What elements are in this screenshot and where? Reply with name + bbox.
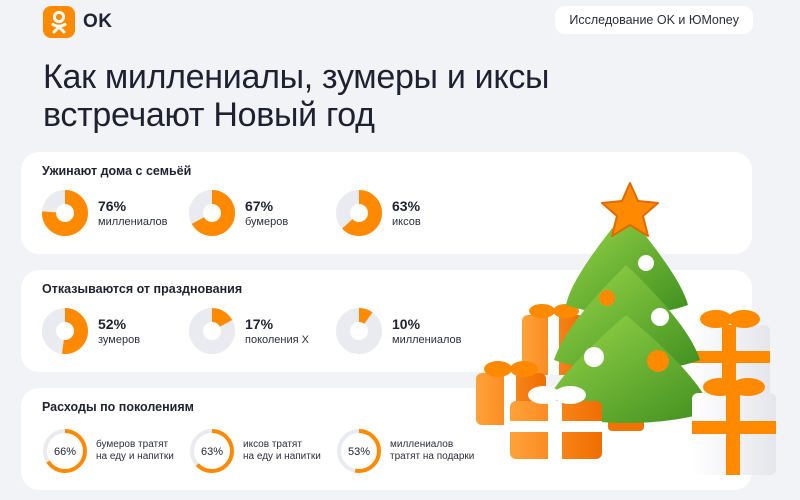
ok-logo-icon: [43, 6, 75, 38]
ok-logo[interactable]: OK: [43, 6, 113, 38]
ornament-icon: [599, 290, 615, 306]
percent-ring: 66%: [43, 429, 87, 473]
stat-item: 67% бумеров: [189, 190, 288, 236]
research-badge: Исследование OK и ЮMoney: [555, 6, 753, 34]
ring-percent-label: 63%: [201, 446, 223, 458]
percent-ring: 63%: [190, 429, 234, 473]
ring-fill: [336, 190, 382, 236]
ring-percent-label: 53%: [348, 446, 370, 458]
stat-label: миллениалов: [392, 333, 462, 346]
stat-value: 52%: [98, 315, 127, 332]
stat-value: 17%: [245, 315, 274, 332]
card-title: Ужинают дома с семьёй: [42, 164, 192, 178]
star-icon: [601, 182, 659, 237]
ring-fill: [336, 308, 382, 354]
ok-logo-text: OK: [83, 11, 113, 32]
stat-value: 63%: [392, 197, 421, 214]
ring-percent-label: 66%: [54, 446, 76, 458]
card-title: Расходы по поколениям: [42, 400, 194, 414]
spend-label-line-2: тратят на подарки: [390, 451, 475, 462]
stat-value: 10%: [392, 315, 421, 332]
spend-label-line-2: на еду и напитки: [96, 451, 174, 462]
stat-label: иксов: [392, 215, 421, 228]
title-line-1: Как миллениалы, зумеры и иксы: [43, 58, 550, 96]
ornament-icon: [638, 255, 654, 271]
stat-item: 63% иксов: [336, 190, 421, 236]
stat-label: миллениалов: [98, 215, 168, 228]
spend-label-line-1: миллениалов: [390, 438, 454, 450]
ornament-icon: [651, 308, 669, 326]
stat-item: 17% поколения X: [189, 308, 309, 354]
spend-label-line-1: иксов тратят: [243, 438, 302, 450]
ornament-icon: [584, 347, 604, 367]
ring-fill: [337, 429, 381, 473]
ring-fill: [42, 308, 88, 354]
ring-fill: [190, 429, 234, 473]
gift-box-icon: [692, 378, 776, 475]
christmas-tree-illustration: [476, 182, 776, 475]
stat-label: бумеров: [245, 215, 289, 228]
card-title: Отказываются от празднования: [42, 282, 243, 296]
percent-ring: 53%: [337, 429, 381, 473]
donut-ring: [189, 190, 235, 236]
stat-value: 67%: [245, 197, 274, 214]
ring-fill: [189, 190, 235, 236]
tree-tier: [566, 211, 688, 314]
stat-value: 76%: [98, 197, 127, 214]
donut-ring: [336, 190, 382, 236]
donut-ring: [42, 308, 88, 354]
gift-box-icon: [510, 386, 602, 459]
ring-fill: [42, 190, 88, 236]
stat-item: 52% зумеров: [42, 308, 140, 354]
stat-item: 76% миллениалов: [42, 190, 168, 236]
ornament-icon: [647, 350, 669, 372]
spend-item: 63% иксов тратят на еду и напитки: [189, 428, 335, 474]
title-line-2: встречают Новый год: [43, 96, 375, 134]
stat-item: 10% миллениалов: [336, 308, 462, 354]
spend-item: 66% бумеров тратят на еду и напитки: [42, 428, 188, 474]
stat-label: зумеров: [98, 333, 141, 346]
ring-fill: [43, 429, 87, 473]
spend-label-line-2: на еду и напитки: [243, 451, 321, 462]
page-title: Как миллениалы, зумеры и иксы встречают …: [43, 58, 549, 134]
donut-ring: [336, 308, 382, 354]
spend-item: 53% миллениалов тратят на подарки: [336, 428, 482, 474]
ring-fill: [189, 308, 235, 354]
donut-ring: [42, 190, 88, 236]
donut-ring: [189, 308, 235, 354]
stat-label: поколения X: [245, 333, 309, 346]
spend-label-line-1: бумеров тратят: [96, 438, 169, 450]
